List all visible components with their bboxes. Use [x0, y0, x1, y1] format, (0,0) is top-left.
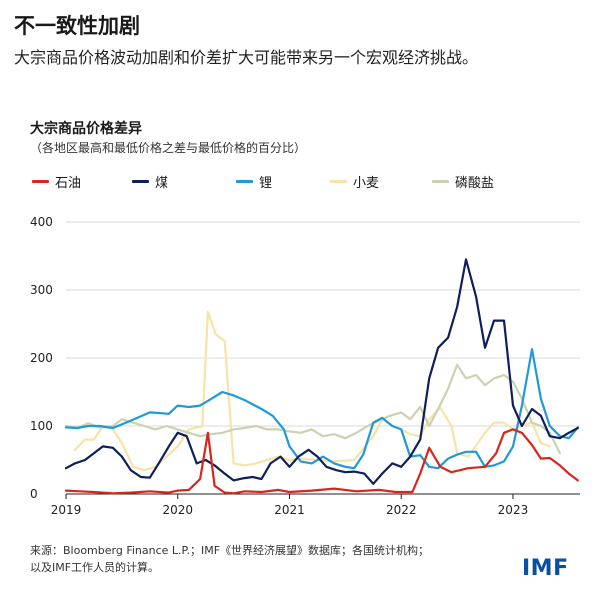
- y-tick-label: 200: [30, 351, 53, 365]
- source-note: 来源：Bloomberg Finance L.P.；IMF《世界经济展望》数据库…: [30, 542, 490, 576]
- y-tick-label: 400: [30, 215, 53, 229]
- legend-swatch-phosphate: [432, 180, 449, 183]
- legend-label-lithium: 锂: [259, 176, 273, 191]
- chart-legend: 石油 煤 锂 小麦 磷酸盐: [30, 172, 590, 192]
- x-tick-label: 2023: [498, 503, 529, 517]
- series-line-phosphate: [64, 363, 561, 455]
- series-line-wheat: [73, 310, 551, 472]
- x-tick-label: 2020: [162, 503, 193, 517]
- legend-swatch-oil: [32, 180, 49, 183]
- legend-swatch-lithium: [236, 180, 253, 183]
- legend-label-wheat: 小麦: [353, 176, 380, 191]
- y-tick-label: 0: [30, 487, 38, 501]
- legend-swatch-wheat: [330, 180, 347, 183]
- legend-item-wheat: 小麦: [330, 172, 379, 191]
- source-line-2: 以及IMF工作人员的计算。: [30, 561, 160, 574]
- legend-label-oil: 石油: [55, 176, 82, 191]
- x-tick-label: 2022: [386, 503, 417, 517]
- legend-label-phosphate: 磷酸盐: [455, 176, 495, 191]
- legend-item-oil: 石油: [32, 172, 81, 191]
- legend-label-coal: 煤: [155, 176, 169, 191]
- page-title: 不一致性加剧: [14, 14, 140, 38]
- y-tick-label: 100: [30, 419, 53, 433]
- legend-item-phosphate: 磷酸盐: [432, 172, 494, 191]
- series-line-coal: [64, 258, 579, 485]
- chart-title: 大宗商品价格差异: [30, 121, 142, 137]
- x-tick-label: 2019: [51, 503, 82, 517]
- y-tick-label: 300: [30, 283, 53, 297]
- legend-item-coal: 煤: [132, 172, 168, 191]
- chart-subtitle: （各地区最高和最低价格之差与最低价格的百分比）: [30, 141, 307, 155]
- series-line-oil: [64, 428, 579, 495]
- legend-swatch-coal: [132, 180, 149, 183]
- series-line-lithium: [64, 348, 579, 470]
- page-subtitle: 大宗商品价格波动加剧和价差扩大可能带来另一个宏观经济挑战。: [14, 48, 479, 67]
- legend-item-lithium: 锂: [236, 172, 272, 191]
- imf-logo: IMF: [522, 556, 569, 581]
- x-tick-label: 2021: [274, 503, 305, 517]
- source-line-1: 来源：Bloomberg Finance L.P.；IMF《世界经济展望》数据库…: [30, 544, 430, 557]
